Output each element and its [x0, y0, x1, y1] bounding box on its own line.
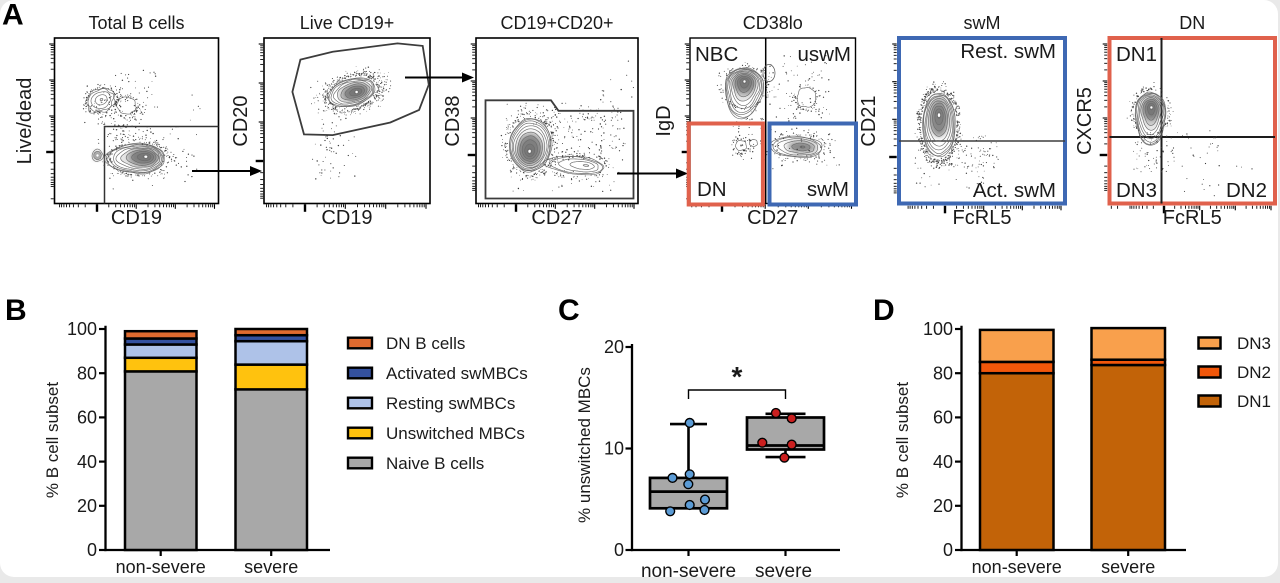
- svg-text:Total B cells: Total B cells: [88, 13, 184, 33]
- svg-text:60: 60: [77, 408, 97, 428]
- svg-text:CD21: CD21: [858, 95, 880, 146]
- svg-text:DN: DN: [697, 178, 727, 201]
- svg-text:non-severe: non-severe: [116, 557, 206, 577]
- svg-text:100: 100: [67, 319, 97, 339]
- svg-text:DN2: DN2: [1226, 179, 1267, 202]
- svg-text:DN1: DN1: [1237, 392, 1271, 411]
- svg-text:Live/dead: Live/dead: [14, 78, 36, 165]
- svg-text:DN3: DN3: [1116, 179, 1157, 202]
- svg-text:Live CD19+: Live CD19+: [300, 13, 395, 33]
- svg-text:CD20: CD20: [230, 95, 252, 146]
- svg-text:swM: swM: [807, 178, 849, 201]
- svg-text:non-severe: non-severe: [641, 561, 736, 582]
- svg-text:B: B: [5, 294, 27, 327]
- svg-text:80: 80: [933, 363, 953, 383]
- svg-text:100: 100: [923, 319, 953, 339]
- svg-text:CD38lo: CD38lo: [743, 13, 803, 33]
- svg-text:Naive B cells: Naive B cells: [386, 454, 484, 473]
- svg-text:severe: severe: [755, 561, 812, 582]
- svg-text:CXCR5: CXCR5: [1074, 87, 1096, 155]
- svg-text:NBC: NBC: [695, 43, 738, 66]
- svg-text:C: C: [558, 294, 580, 327]
- svg-text:20: 20: [933, 496, 953, 516]
- svg-text:IgD: IgD: [653, 105, 675, 136]
- svg-text:CD27: CD27: [531, 207, 582, 229]
- svg-text:CD38: CD38: [442, 95, 464, 146]
- svg-text:Resting swMBCs: Resting swMBCs: [386, 394, 515, 413]
- svg-text:*: *: [732, 361, 743, 392]
- svg-text:Act. swM: Act. swM: [973, 179, 1056, 202]
- svg-text:DN2: DN2: [1237, 363, 1271, 382]
- svg-text:20: 20: [77, 496, 97, 516]
- svg-text:% B cell subset: % B cell subset: [43, 382, 62, 498]
- svg-text:Activated swMBCs: Activated swMBCs: [386, 364, 528, 383]
- svg-text:10: 10: [604, 439, 624, 459]
- svg-text:60: 60: [933, 408, 953, 428]
- svg-text:CD19: CD19: [321, 207, 372, 229]
- svg-text:Rest. swM: Rest. swM: [960, 40, 1056, 63]
- svg-text:D: D: [873, 294, 895, 327]
- svg-text:% unswitched MBCs: % unswitched MBCs: [575, 367, 594, 523]
- svg-text:FcRL5: FcRL5: [1163, 207, 1222, 229]
- svg-text:CD27: CD27: [747, 207, 798, 229]
- svg-text:0: 0: [614, 540, 624, 560]
- svg-text:0: 0: [87, 540, 97, 560]
- svg-text:severe: severe: [244, 557, 298, 577]
- svg-text:A: A: [2, 0, 24, 32]
- svg-text:20: 20: [604, 337, 624, 357]
- svg-text:40: 40: [933, 452, 953, 472]
- svg-text:DN B cells: DN B cells: [386, 334, 465, 353]
- svg-text:% B cell subset: % B cell subset: [893, 382, 912, 498]
- svg-text:DN1: DN1: [1116, 43, 1157, 66]
- svg-text:swM: swM: [964, 13, 1001, 33]
- svg-text:40: 40: [77, 452, 97, 472]
- svg-text:FcRL5: FcRL5: [953, 207, 1012, 229]
- svg-text:DN: DN: [1179, 13, 1205, 33]
- svg-text:severe: severe: [1101, 557, 1155, 577]
- svg-text:DN3: DN3: [1237, 334, 1271, 353]
- svg-text:non-severe: non-severe: [972, 557, 1062, 577]
- svg-text:CD19: CD19: [111, 207, 162, 229]
- svg-text:80: 80: [77, 363, 97, 383]
- svg-text:uswM: uswM: [797, 43, 851, 66]
- svg-text:Unswitched MBCs: Unswitched MBCs: [386, 424, 525, 443]
- svg-text:CD19+CD20+: CD19+CD20+: [500, 13, 613, 33]
- svg-text:0: 0: [943, 540, 953, 560]
